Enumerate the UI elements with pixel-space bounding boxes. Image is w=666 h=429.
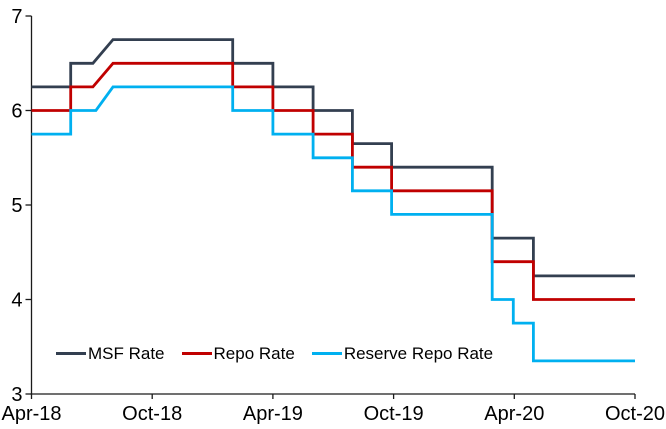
legend-item-repo-rate: Repo Rate <box>181 344 295 363</box>
x-tick-label: Oct-19 <box>364 403 424 425</box>
y-tick-label: 5 <box>11 195 22 217</box>
y-tick-label: 4 <box>11 290 22 312</box>
y-tick-label: 3 <box>11 384 22 406</box>
msf-rate-line-swatch <box>56 352 86 355</box>
legend-item-msf-rate: MSF Rate <box>56 345 165 362</box>
x-tick-label: Oct-20 <box>605 403 665 425</box>
y-tick-label: 6 <box>11 101 22 123</box>
legend-label-repo-rate: Repo Rate <box>213 344 295 363</box>
x-tick-label: Apr-20 <box>484 403 544 425</box>
legend-item-reserve-repo-rate: Reserve Repo Rate <box>311 344 494 363</box>
reserve-repo-rate-line-swatch <box>311 352 342 355</box>
y-tick-label: 7 <box>11 6 22 28</box>
legend-label-msf-rate: MSF Rate <box>88 344 165 363</box>
repo-rate-line-swatch <box>181 352 212 355</box>
series-line-reserve-repo-rate <box>31 85 635 363</box>
x-tick-label: Oct-18 <box>122 403 182 425</box>
x-tick-label: Apr-18 <box>1 403 61 425</box>
legend: MSF Rate Repo Rate Reserve Repo Rate <box>56 345 493 362</box>
series-line-repo-rate <box>31 61 635 301</box>
x-tick-label: Apr-19 <box>243 403 303 425</box>
legend-label-reserve-repo-rate: Reserve Repo Rate <box>343 344 494 363</box>
